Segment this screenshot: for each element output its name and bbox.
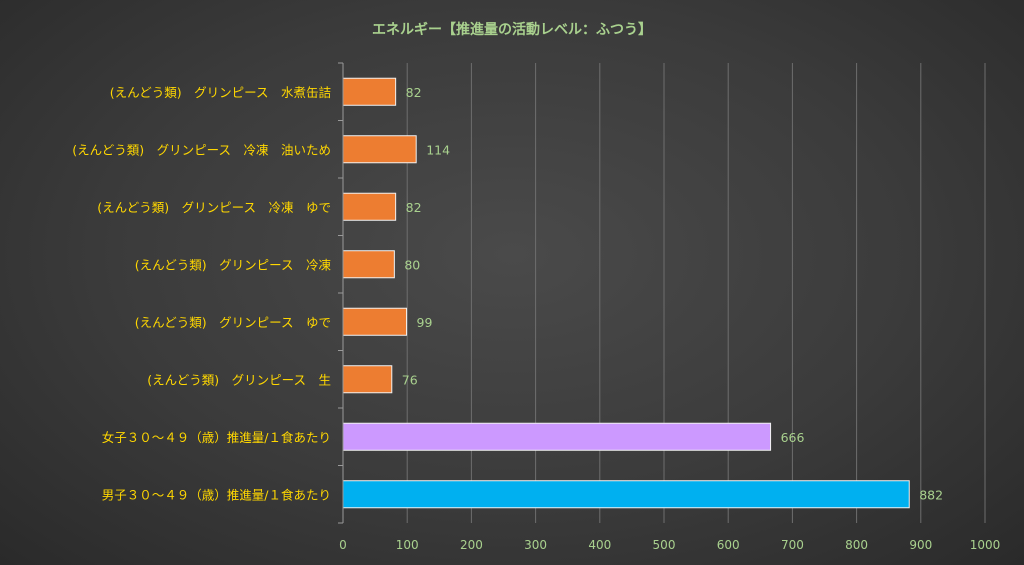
x-tick-label: 200: [460, 538, 483, 552]
data-label: 114: [426, 142, 450, 157]
x-tick-label: 600: [717, 538, 740, 552]
category-label: (えんどう類) グリンピース ゆで: [135, 315, 331, 330]
x-tick-label: 1000: [970, 538, 1001, 552]
category-label: (えんどう類) グリンピース 冷凍 油いため: [72, 142, 331, 157]
x-tick-label: 400: [588, 538, 611, 552]
bar: [342, 192, 397, 221]
category-label: (えんどう類) グリンピース 冷凍 ゆで: [97, 200, 331, 215]
bar: [342, 422, 772, 451]
data-label: 80: [404, 257, 420, 272]
x-tick-label: 0: [339, 538, 347, 552]
x-tick-label: 700: [781, 538, 804, 552]
bar: [342, 365, 393, 394]
data-label: 82: [406, 85, 422, 100]
data-label: 76: [402, 372, 418, 387]
chart-title: エネルギー【推進量の活動レベル：ふつう】: [372, 21, 652, 38]
category-label: (えんどう類) グリンピース 水煮缶詰: [110, 85, 331, 100]
category-label: (えんどう類) グリンピース 冷凍: [135, 257, 332, 272]
x-tick-label: 500: [653, 538, 676, 552]
bar: [342, 480, 910, 509]
category-label: 女子３０～４９（歳）推進量/１食あたり: [102, 430, 331, 445]
bar: [342, 77, 397, 106]
category-label: (えんどう類) グリンピース 生: [147, 372, 331, 387]
x-tick-label: 300: [524, 538, 547, 552]
data-label: 82: [406, 200, 422, 215]
bars: 82 114 82 80 99 76 666 882: [342, 77, 943, 509]
bar: [342, 135, 417, 164]
gridlines: [406, 63, 986, 523]
x-tick-label: 900: [909, 538, 932, 552]
category-label: 男子３０～４９（歳）推進量/１食あたり: [102, 487, 331, 502]
x-tick-label: 100: [396, 538, 419, 552]
bar: [342, 250, 395, 279]
data-label: 666: [781, 430, 805, 445]
bar: [342, 307, 408, 336]
x-tick-label: 800: [845, 538, 868, 552]
axes: 0 100 200 300 400 500 600 700 800 900 1000 (えんどう類) …: [72, 62, 1001, 552]
data-label: 99: [417, 315, 433, 330]
data-label: 882: [919, 487, 943, 502]
